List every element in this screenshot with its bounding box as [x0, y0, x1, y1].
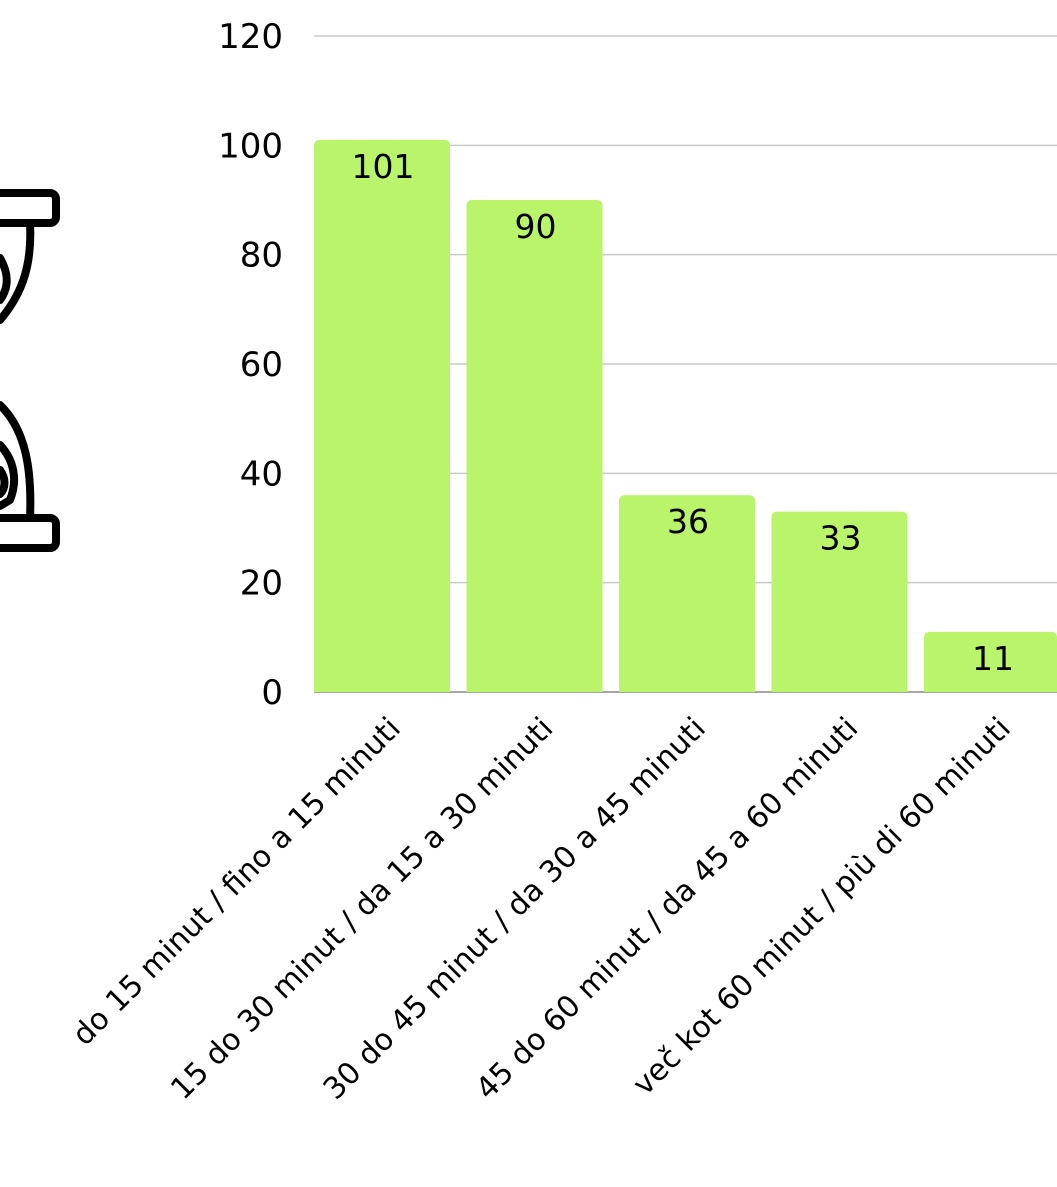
data-label: 33: [820, 519, 862, 558]
y-tick-label: 100: [218, 126, 283, 166]
bar: [771, 511, 908, 692]
data-labels: 101 90 36 33 11: [352, 147, 1015, 678]
hourglass-sand-bottom: [0, 441, 19, 510]
bar: [314, 139, 450, 692]
data-label: 11: [972, 639, 1014, 678]
x-tick-label: do 15 minut / fino a 15 minuti: [66, 711, 408, 1053]
hourglass-sand-bottom-inner: [0, 466, 9, 498]
y-tick-label: 80: [240, 236, 283, 276]
hourglass-sand-top: [0, 254, 11, 304]
hourglass-bottom-cap: [0, 514, 60, 552]
hourglass-glass-outline: [0, 219, 35, 324]
bar: [466, 200, 603, 692]
y-tick-label: 40: [240, 454, 283, 494]
bar: [924, 631, 1057, 692]
bars: [314, 139, 1057, 692]
y-tick-label: 60: [240, 345, 283, 385]
data-label: 90: [515, 207, 557, 246]
data-label: 36: [667, 502, 709, 541]
hourglass-icon: [0, 189, 60, 552]
hourglass-top-cap: [0, 189, 60, 227]
y-tick-label: 120: [218, 17, 283, 57]
y-tick-label: 0: [261, 673, 283, 713]
hourglass-glass-outline-lower: [0, 401, 35, 522]
data-label: 101: [352, 147, 415, 186]
bar: [619, 495, 755, 692]
y-tick-label: 20: [240, 564, 283, 604]
